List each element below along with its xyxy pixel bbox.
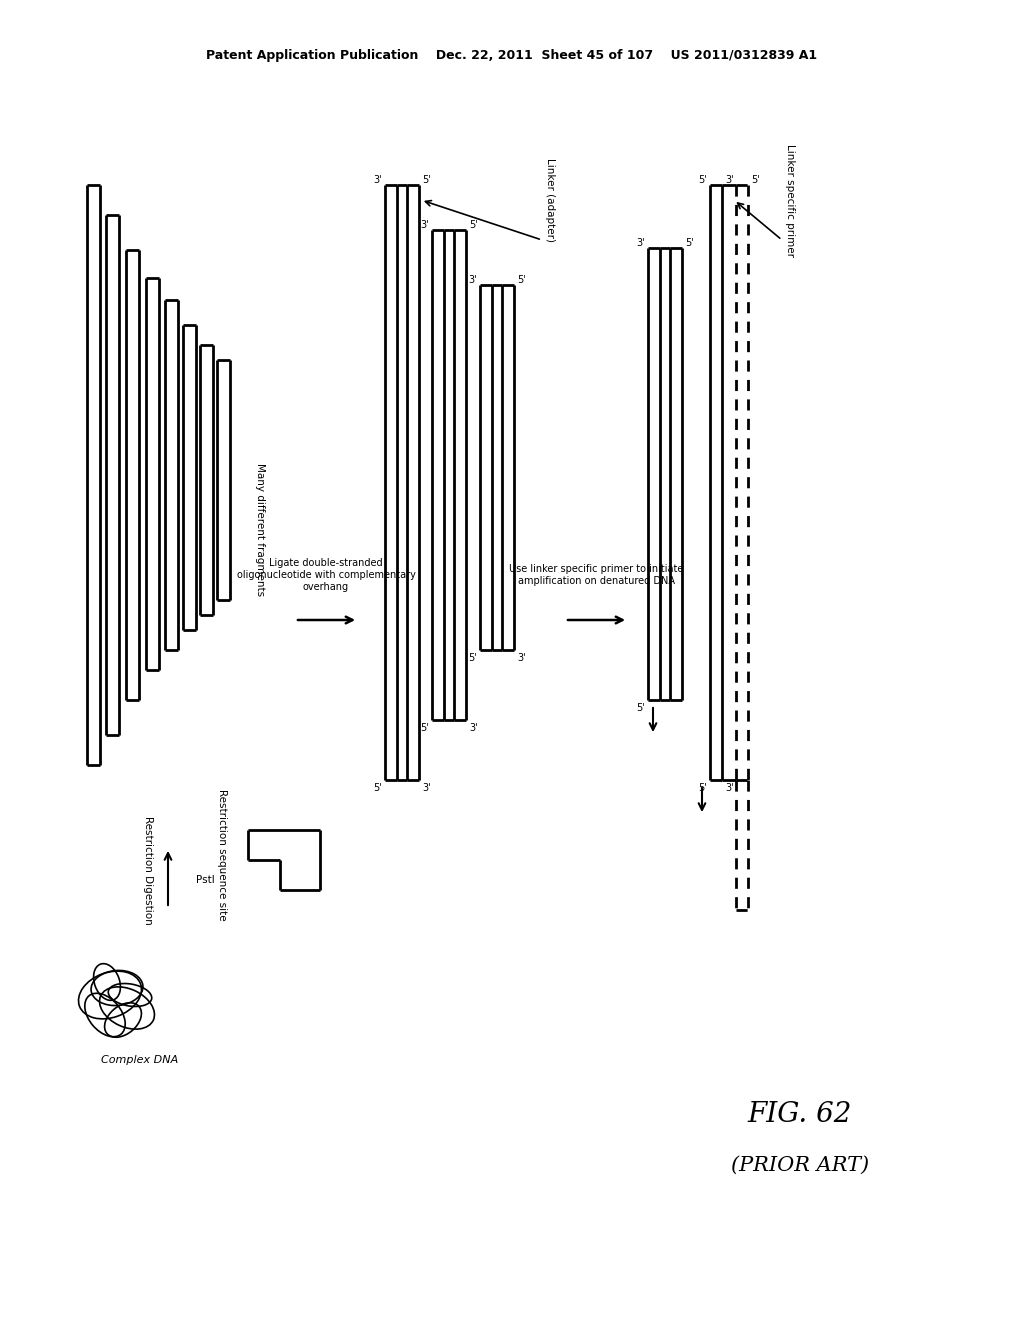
Text: Many different fragments: Many different fragments xyxy=(255,463,265,597)
Text: Restriction sequence site: Restriction sequence site xyxy=(217,789,227,921)
Text: 5': 5' xyxy=(374,783,382,793)
Text: 5': 5' xyxy=(420,723,429,733)
Text: Restriction Digestion: Restriction Digestion xyxy=(143,816,153,924)
Text: 5': 5' xyxy=(422,176,431,185)
Text: 3': 3' xyxy=(469,723,477,733)
Text: Ligate double-stranded
oligonucleotide with complementary
overhang: Ligate double-stranded oligonucleotide w… xyxy=(237,558,416,591)
Text: 3': 3' xyxy=(374,176,382,185)
Text: Use linker specific primer to initiate
amplification on denatured DNA: Use linker specific primer to initiate a… xyxy=(509,564,683,586)
Text: FIG. 62: FIG. 62 xyxy=(748,1101,852,1129)
Text: Linker (adapter): Linker (adapter) xyxy=(545,158,555,242)
Text: (PRIOR ART): (PRIOR ART) xyxy=(731,1155,869,1175)
Text: 5': 5' xyxy=(469,220,478,230)
Text: Patent Application Publication    Dec. 22, 2011  Sheet 45 of 107    US 2011/0312: Patent Application Publication Dec. 22, … xyxy=(207,49,817,62)
Text: 3': 3' xyxy=(725,176,733,185)
Text: 3': 3' xyxy=(725,783,733,793)
Text: Complex DNA: Complex DNA xyxy=(101,1055,178,1065)
Text: 5': 5' xyxy=(468,653,477,663)
Text: 5': 5' xyxy=(685,238,693,248)
Text: 5': 5' xyxy=(698,783,707,793)
Text: 5': 5' xyxy=(698,176,707,185)
Text: PstI: PstI xyxy=(196,875,215,884)
Text: 3': 3' xyxy=(422,783,431,793)
Text: 5': 5' xyxy=(636,704,645,713)
Text: Linker specific primer: Linker specific primer xyxy=(785,144,795,256)
Text: 5': 5' xyxy=(517,275,525,285)
Text: 3': 3' xyxy=(517,653,525,663)
Text: 3': 3' xyxy=(421,220,429,230)
Text: 5': 5' xyxy=(751,176,760,185)
Text: 3': 3' xyxy=(636,238,645,248)
Text: 3': 3' xyxy=(468,275,477,285)
